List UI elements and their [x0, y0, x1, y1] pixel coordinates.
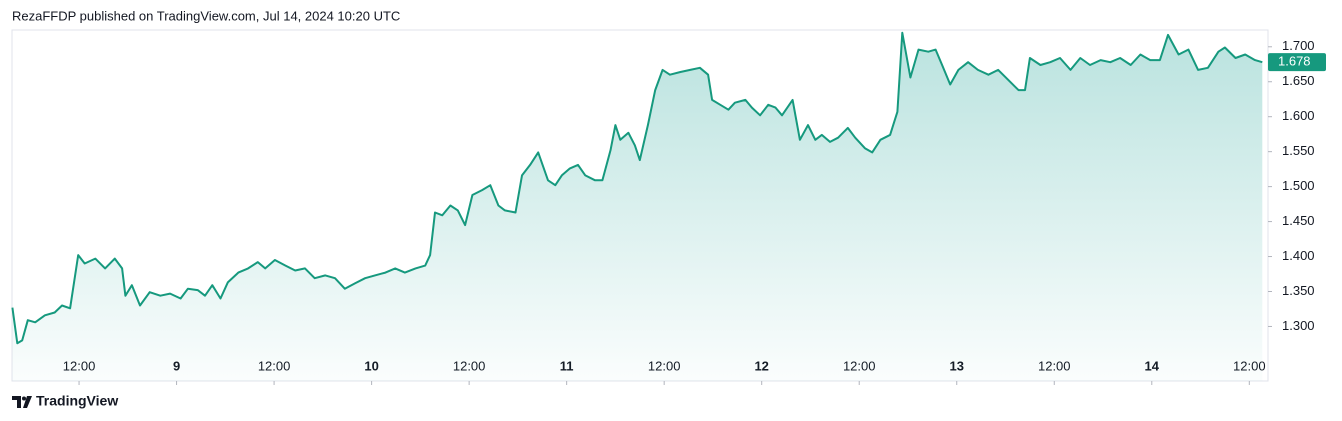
- last-price-label: 1.678: [1278, 54, 1311, 69]
- y-tick-label: 1.700: [1282, 38, 1315, 53]
- logo: [12, 396, 32, 408]
- y-tick-label: 1.550: [1282, 143, 1315, 158]
- last-price-badge: [1268, 53, 1326, 72]
- y-tick-label: 1.600: [1282, 108, 1315, 123]
- header: RezaFFDP published on TradingView.com, J…: [12, 8, 400, 23]
- y-tick-label: 1.300: [1282, 318, 1315, 333]
- footer-brand: TradingView: [36, 393, 118, 409]
- area-fill: [12, 32, 1263, 382]
- y-tick-label: 1.350: [1282, 283, 1315, 298]
- y-tick-label: 1.650: [1282, 73, 1315, 88]
- y-tick-label: 1.450: [1282, 213, 1315, 228]
- price-line: [11, 31, 1263, 345]
- y-tick-label: 1.400: [1282, 248, 1315, 263]
- y-tick-label: 1.500: [1282, 178, 1315, 193]
